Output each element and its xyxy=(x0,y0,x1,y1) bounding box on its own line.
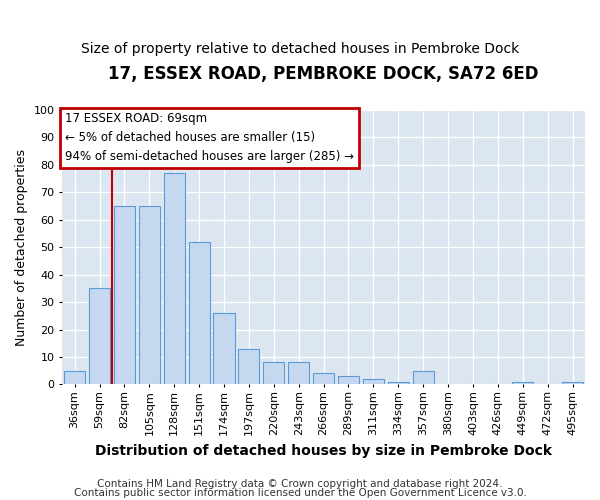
Bar xyxy=(313,374,334,384)
Bar xyxy=(89,288,110,384)
Bar xyxy=(388,382,409,384)
Bar xyxy=(238,348,259,384)
Bar xyxy=(413,370,434,384)
Bar xyxy=(263,362,284,384)
Bar xyxy=(214,313,235,384)
Text: Size of property relative to detached houses in Pembroke Dock: Size of property relative to detached ho… xyxy=(81,42,519,56)
Bar xyxy=(562,382,583,384)
Bar xyxy=(188,242,210,384)
Bar xyxy=(139,206,160,384)
Bar xyxy=(164,173,185,384)
Text: 17 ESSEX ROAD: 69sqm
← 5% of detached houses are smaller (15)
94% of semi-detach: 17 ESSEX ROAD: 69sqm ← 5% of detached ho… xyxy=(65,112,354,164)
Text: Contains HM Land Registry data © Crown copyright and database right 2024.: Contains HM Land Registry data © Crown c… xyxy=(97,479,503,489)
Bar xyxy=(512,382,533,384)
Bar xyxy=(64,370,85,384)
Bar xyxy=(114,206,135,384)
Y-axis label: Number of detached properties: Number of detached properties xyxy=(15,148,28,346)
Bar xyxy=(363,379,384,384)
X-axis label: Distribution of detached houses by size in Pembroke Dock: Distribution of detached houses by size … xyxy=(95,444,552,458)
Text: Contains public sector information licensed under the Open Government Licence v3: Contains public sector information licen… xyxy=(74,488,526,498)
Bar xyxy=(338,376,359,384)
Title: 17, ESSEX ROAD, PEMBROKE DOCK, SA72 6ED: 17, ESSEX ROAD, PEMBROKE DOCK, SA72 6ED xyxy=(109,65,539,83)
Bar xyxy=(288,362,309,384)
